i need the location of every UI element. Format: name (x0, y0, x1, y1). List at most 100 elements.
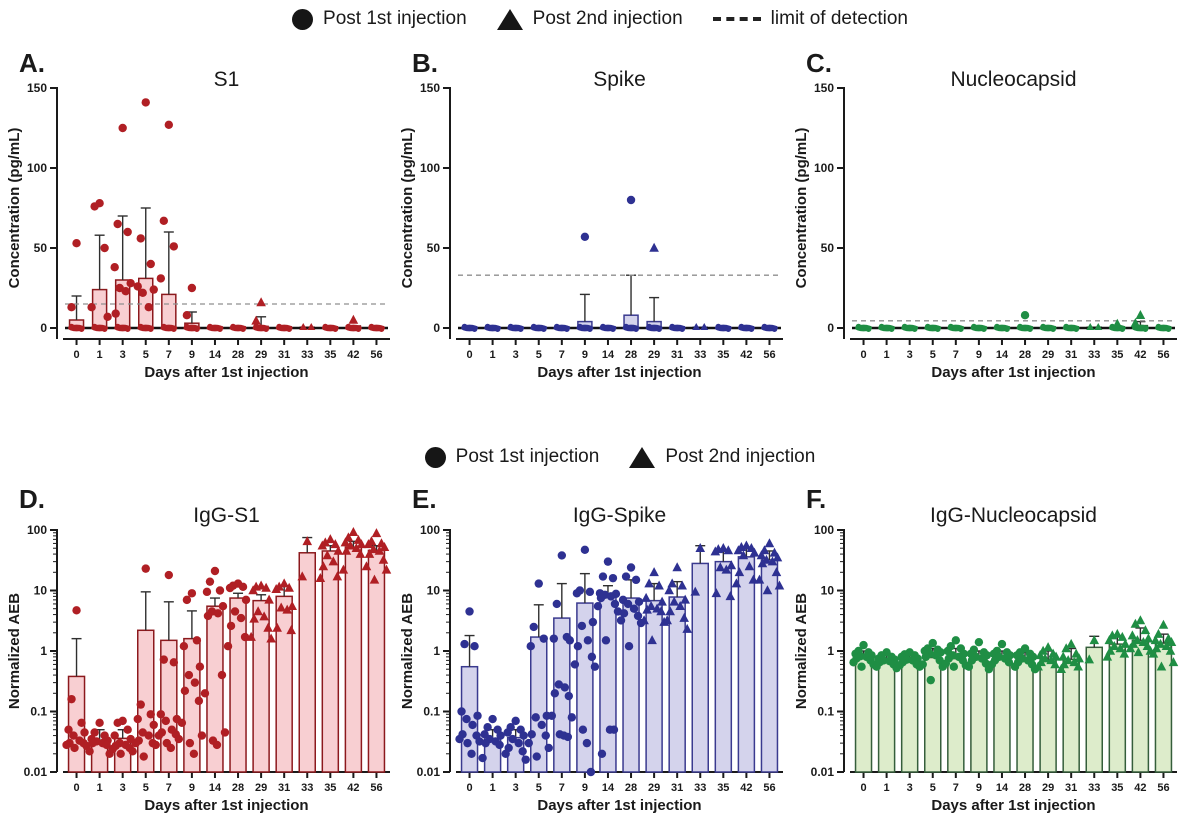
svg-text:0: 0 (73, 349, 79, 361)
svg-text:14: 14 (602, 782, 615, 794)
svg-text:9: 9 (976, 349, 982, 361)
svg-text:Concentration (pg/mL): Concentration (pg/mL) (399, 128, 416, 289)
svg-text:100: 100 (420, 161, 440, 175)
svg-text:Days after 1st injection: Days after 1st injection (931, 797, 1095, 814)
svg-text:14: 14 (996, 782, 1009, 794)
svg-text:Days after 1st injection: Days after 1st injection (144, 797, 308, 814)
svg-text:Normalized AEB: Normalized AEB (6, 593, 23, 709)
panel-a: A. S1 0 50 100 150 Concentration (pg/mL) 0 1 3 5… (5, 48, 400, 393)
panel-d: D. IgG-S1 0.01 0.1 1 10 100 Normalized AEB 0 1 3… (5, 484, 400, 829)
svg-text:9: 9 (189, 782, 195, 794)
svg-text:3: 3 (120, 782, 126, 794)
svg-text:56: 56 (763, 349, 775, 361)
legend-label: Post 1st injection (455, 446, 600, 467)
legend-item-lod: limit of detection (712, 8, 908, 30)
svg-text:100: 100 (27, 161, 47, 175)
svg-text:42: 42 (347, 349, 359, 361)
panel-f: F. IgG-Nucleocapsid 0.01 0.1 1 10 100 Normali… (792, 484, 1187, 829)
triangle-marker-icon (496, 8, 523, 30)
svg-text:50: 50 (427, 241, 441, 255)
svg-text:10: 10 (821, 584, 835, 598)
svg-text:29: 29 (648, 349, 660, 361)
circle-marker-icon (424, 446, 446, 468)
panel-title: Spike (593, 68, 646, 91)
svg-text:7: 7 (166, 782, 172, 794)
svg-text:0: 0 (73, 782, 79, 794)
svg-text:0: 0 (433, 321, 440, 335)
svg-text:3: 3 (907, 349, 913, 361)
legend-item-post-2nd: Post 2nd injection (629, 446, 815, 468)
svg-text:31: 31 (1065, 782, 1077, 794)
svg-text:28: 28 (1019, 782, 1031, 794)
panel-c: C. Nucleocapsid 0 50 100 150 Concentration (… (792, 48, 1187, 393)
svg-text:33: 33 (1088, 782, 1100, 794)
svg-text:29: 29 (648, 782, 660, 794)
svg-text:31: 31 (671, 782, 683, 794)
svg-text:1: 1 (490, 349, 496, 361)
svg-text:42: 42 (740, 782, 752, 794)
plot-s1: 0 50 100 150 Concentration (pg/mL) 0 1 3 5 7 9 14 28… (5, 48, 400, 388)
triangle-marker-icon (629, 446, 656, 468)
svg-text:150: 150 (814, 81, 834, 95)
svg-text:1: 1 (884, 782, 890, 794)
svg-text:1: 1 (40, 644, 47, 658)
svg-text:0: 0 (827, 321, 834, 335)
svg-text:0.01: 0.01 (24, 765, 48, 779)
svg-text:56: 56 (1157, 782, 1169, 794)
svg-text:7: 7 (559, 782, 565, 794)
svg-text:0: 0 (860, 349, 866, 361)
svg-text:14: 14 (602, 349, 615, 361)
svg-text:31: 31 (1065, 349, 1077, 361)
svg-text:Normalized AEB: Normalized AEB (399, 593, 416, 709)
svg-text:35: 35 (1111, 782, 1123, 794)
legend-item-post-2nd: Post 2nd injection (496, 8, 683, 30)
panel-e: E. IgG-Spike 0.01 0.1 1 10 100 Normalized AEB… (398, 484, 793, 829)
plot-igg-nucleocapsid: 0.01 0.1 1 10 100 Normalized AEB 0 1 3 5 7 9 14 28 29 3… (792, 484, 1187, 824)
svg-text:Normalized AEB: Normalized AEB (793, 593, 810, 709)
svg-text:33: 33 (301, 782, 313, 794)
svg-text:Concentration (pg/mL): Concentration (pg/mL) (6, 128, 23, 289)
svg-text:5: 5 (536, 349, 542, 361)
svg-text:28: 28 (625, 782, 637, 794)
svg-text:35: 35 (1111, 349, 1123, 361)
svg-text:7: 7 (166, 349, 172, 361)
svg-text:Days after 1st injection: Days after 1st injection (537, 364, 701, 381)
svg-text:31: 31 (278, 782, 290, 794)
svg-text:1: 1 (97, 782, 103, 794)
panel-title: S1 (213, 68, 240, 91)
svg-text:56: 56 (763, 782, 775, 794)
svg-text:0: 0 (860, 782, 866, 794)
svg-text:33: 33 (1088, 349, 1100, 361)
legend-label: Post 2nd injection (665, 446, 816, 467)
panel-letter: A. (19, 48, 45, 78)
svg-text:Days after 1st injection: Days after 1st injection (931, 364, 1095, 381)
svg-text:5: 5 (930, 782, 936, 794)
svg-text:28: 28 (232, 782, 244, 794)
svg-text:31: 31 (671, 349, 683, 361)
svg-text:56: 56 (370, 349, 382, 361)
svg-text:9: 9 (189, 349, 195, 361)
svg-text:0: 0 (466, 782, 472, 794)
svg-text:0.1: 0.1 (817, 705, 834, 719)
svg-text:56: 56 (1157, 349, 1169, 361)
svg-text:Days after 1st injection: Days after 1st injection (537, 797, 701, 814)
legend-item-post-1st: Post 1st injection (424, 446, 600, 468)
svg-text:33: 33 (694, 782, 706, 794)
svg-text:28: 28 (625, 349, 637, 361)
circle-marker-icon (292, 8, 314, 30)
panel-letter: F. (806, 484, 827, 514)
svg-text:100: 100 (814, 161, 834, 175)
svg-text:10: 10 (34, 584, 48, 598)
svg-text:0: 0 (466, 349, 472, 361)
svg-text:31: 31 (278, 349, 290, 361)
legend-label: limit of detection (770, 8, 908, 29)
svg-text:35: 35 (717, 782, 729, 794)
svg-text:3: 3 (907, 782, 913, 794)
plot-igg-s1: 0.01 0.1 1 10 100 Normalized AEB 0 1 3 5 7 9 14 28 29 3… (5, 484, 400, 824)
svg-text:150: 150 (420, 81, 440, 95)
